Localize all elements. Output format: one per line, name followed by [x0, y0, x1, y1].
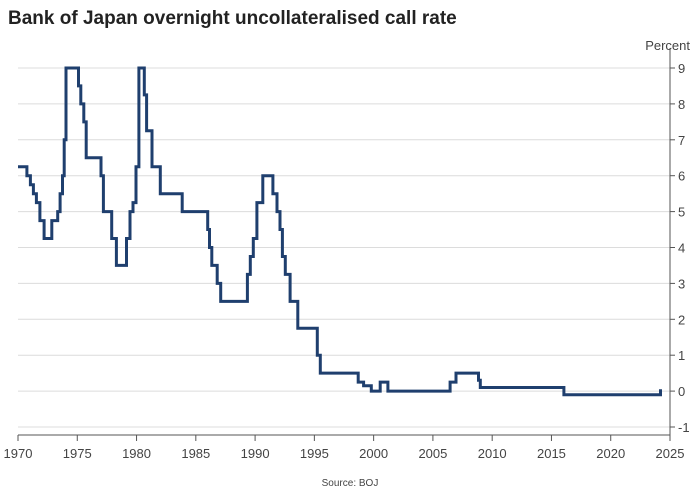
x-tick-label-1985: 1985: [181, 446, 210, 461]
axes: [18, 48, 671, 436]
x-tick-label-1970: 1970: [4, 446, 33, 461]
y-tick-label-0: 0: [678, 384, 685, 399]
x-axis-ticks: 1970 1975 1980 1985 1990 1995 2000 2005 2010 2015…: [4, 435, 685, 461]
y-axis-unit-label: Percent: [645, 38, 690, 53]
y-tick-label-2: 2: [678, 312, 685, 327]
y-tick-label-1: 1: [678, 348, 685, 363]
y-tick-label-9: 9: [678, 61, 685, 76]
series-line-0: [18, 66, 662, 397]
source-note: Source: BOJ: [321, 478, 379, 489]
y-axis-ticks: -1 0 1 2 3 4 5 6 7 8 9: [670, 61, 690, 435]
x-tick-label-2010: 2010: [478, 446, 507, 461]
x-tick-label-2000: 2000: [359, 446, 388, 461]
x-tick-label-2005: 2005: [418, 446, 447, 461]
chart-title: Bank of Japan overnight uncollateralised…: [8, 8, 457, 29]
grid-lines: [18, 67, 670, 428]
y-tick-label-4: 4: [678, 241, 685, 256]
y-tick-label--1: -1: [678, 420, 690, 435]
x-tick-label-1995: 1995: [300, 446, 329, 461]
y-tick-label-5: 5: [678, 205, 685, 220]
y-tick-label-8: 8: [678, 97, 685, 112]
x-tick-label-2015: 2015: [537, 446, 566, 461]
x-tick-label-1980: 1980: [122, 446, 151, 461]
x-tick-label-1990: 1990: [241, 446, 270, 461]
y-tick-label-7: 7: [678, 133, 685, 148]
y-tick-label-3: 3: [678, 276, 685, 291]
x-tick-label-1975: 1975: [63, 446, 92, 461]
x-tick-label-2025: 2025: [656, 446, 685, 461]
y-tick-label-6: 6: [678, 169, 685, 184]
x-tick-label-2020: 2020: [596, 446, 625, 461]
series-layer: [18, 66, 662, 397]
